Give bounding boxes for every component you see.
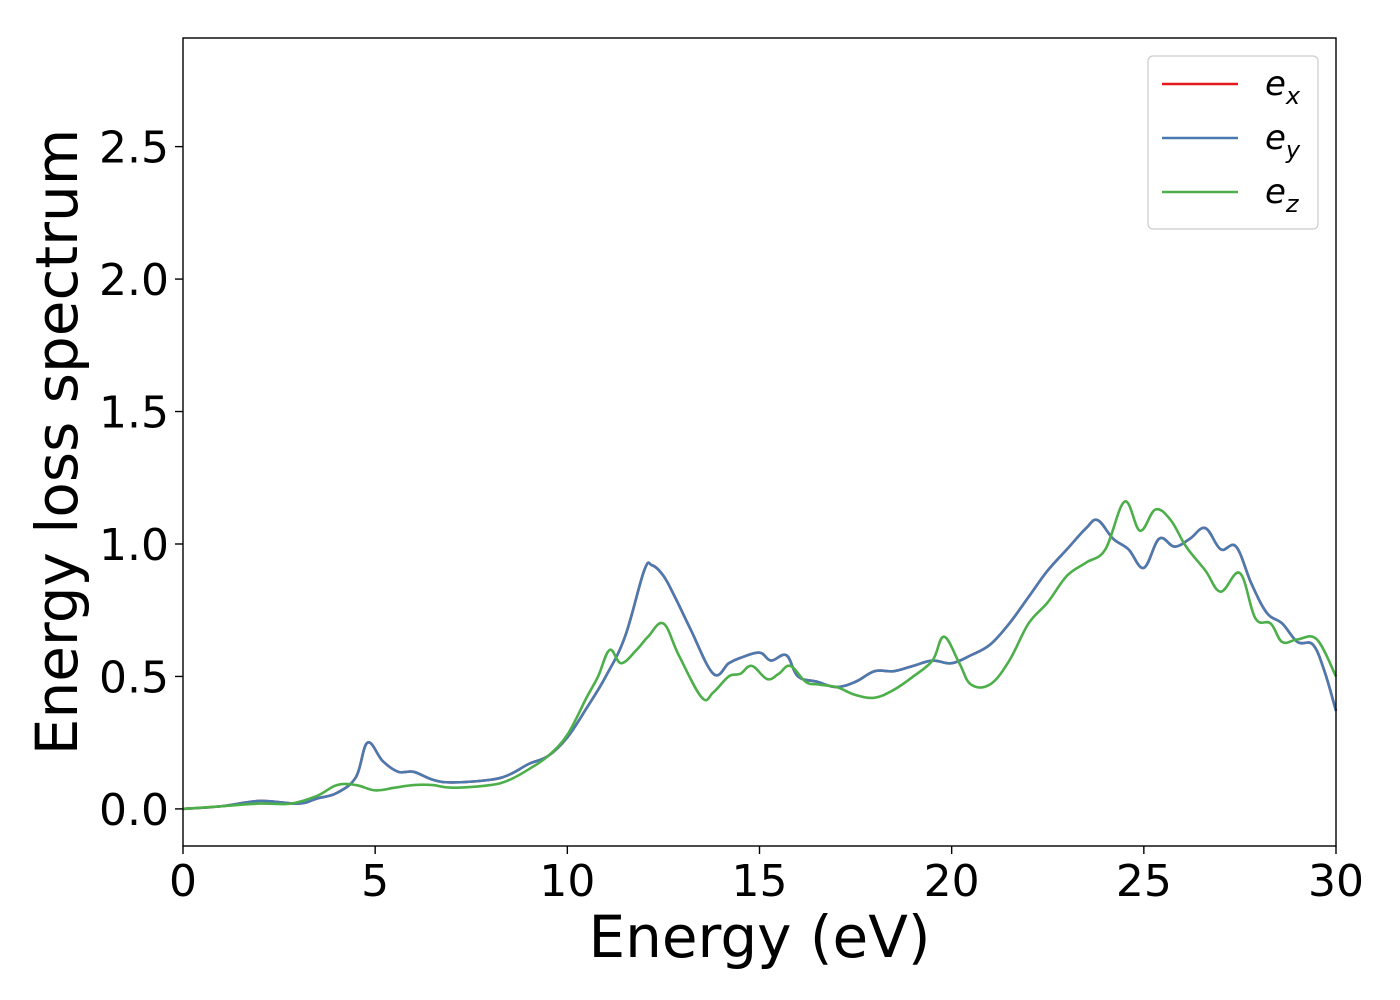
y-axis-label: Energy loss spectrum (23, 129, 91, 755)
x-tick-label: 0 (169, 856, 197, 907)
legend-label-x: ex (1265, 64, 1301, 110)
y-axis-ticks: 0.0 0.5 1.0 1.5 2.0 2.5 (99, 123, 183, 836)
series-line-y (182, 518, 1338, 811)
x-tick-label: 30 (1308, 856, 1364, 907)
y-tick-label: 2.0 (99, 255, 169, 306)
x-tick-label: 5 (361, 856, 389, 907)
x-axis-ticks: 0 5 10 15 20 25 30 (169, 846, 1364, 907)
y-tick-label: 1.0 (99, 520, 169, 571)
x-tick-label: 25 (1116, 856, 1172, 907)
legend: ex ey ez (1147, 55, 1319, 230)
x-tick-label: 10 (539, 856, 595, 907)
x-tick-label: 20 (924, 856, 980, 907)
legend-box (1147, 55, 1319, 230)
x-tick-label: 15 (732, 856, 788, 907)
legend-label-z: ez (1265, 172, 1300, 218)
x-axis-label: Energy (eV) (588, 903, 930, 971)
y-tick-label: 0.5 (99, 652, 169, 703)
y-tick-label: 2.5 (99, 123, 169, 174)
y-tick-label: 1.5 (99, 388, 169, 439)
legend-label-y: ey (1265, 118, 1301, 164)
y-tick-label: 0.0 (99, 785, 169, 836)
series-line-z (182, 500, 1338, 811)
series-layer (182, 500, 1338, 811)
